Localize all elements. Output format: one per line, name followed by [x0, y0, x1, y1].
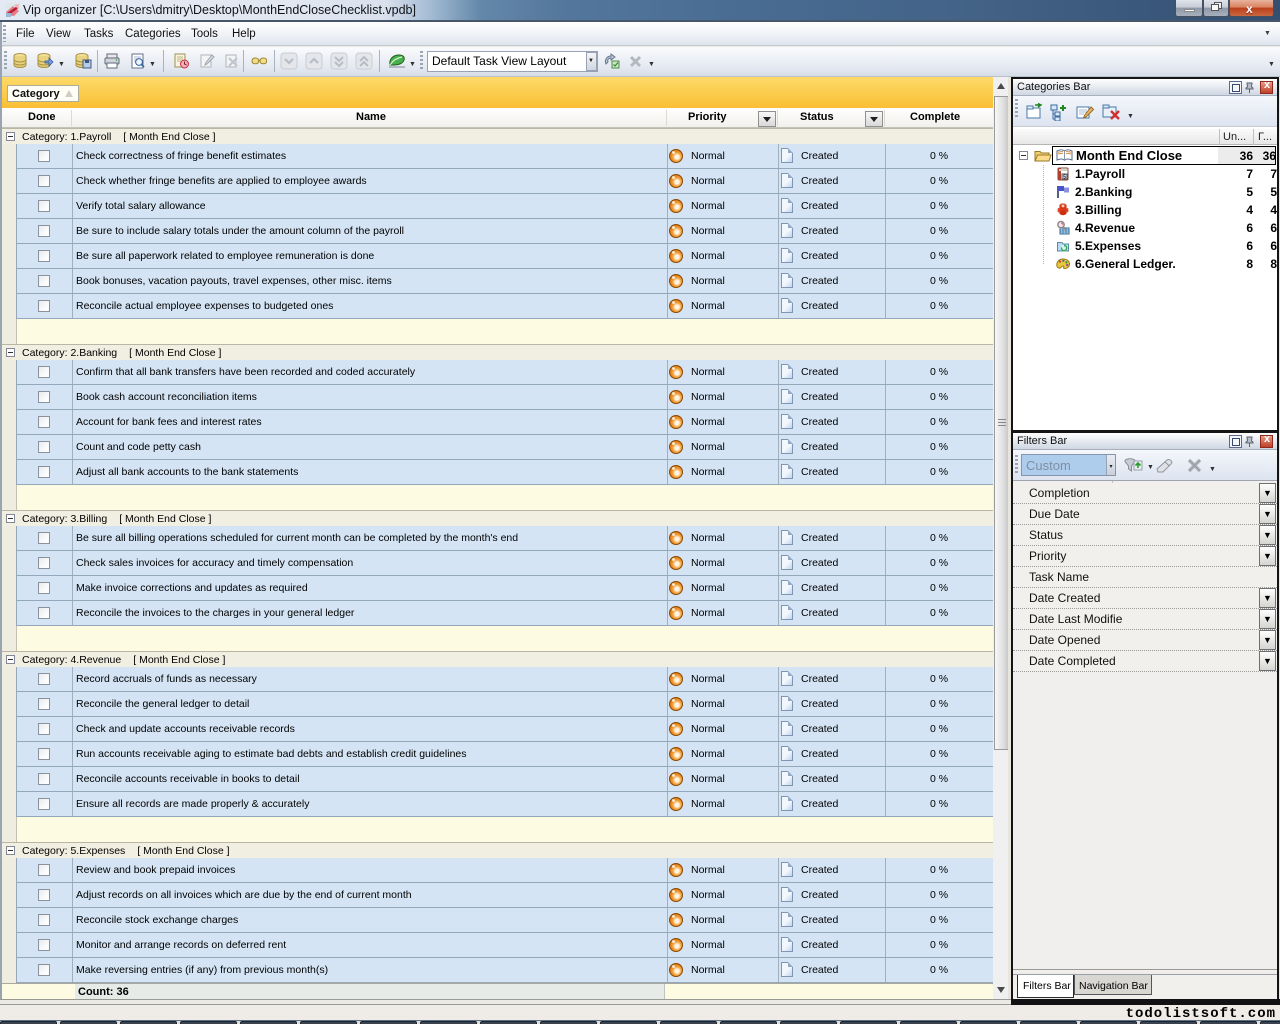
- svg-text:5: 5: [1063, 175, 1066, 181]
